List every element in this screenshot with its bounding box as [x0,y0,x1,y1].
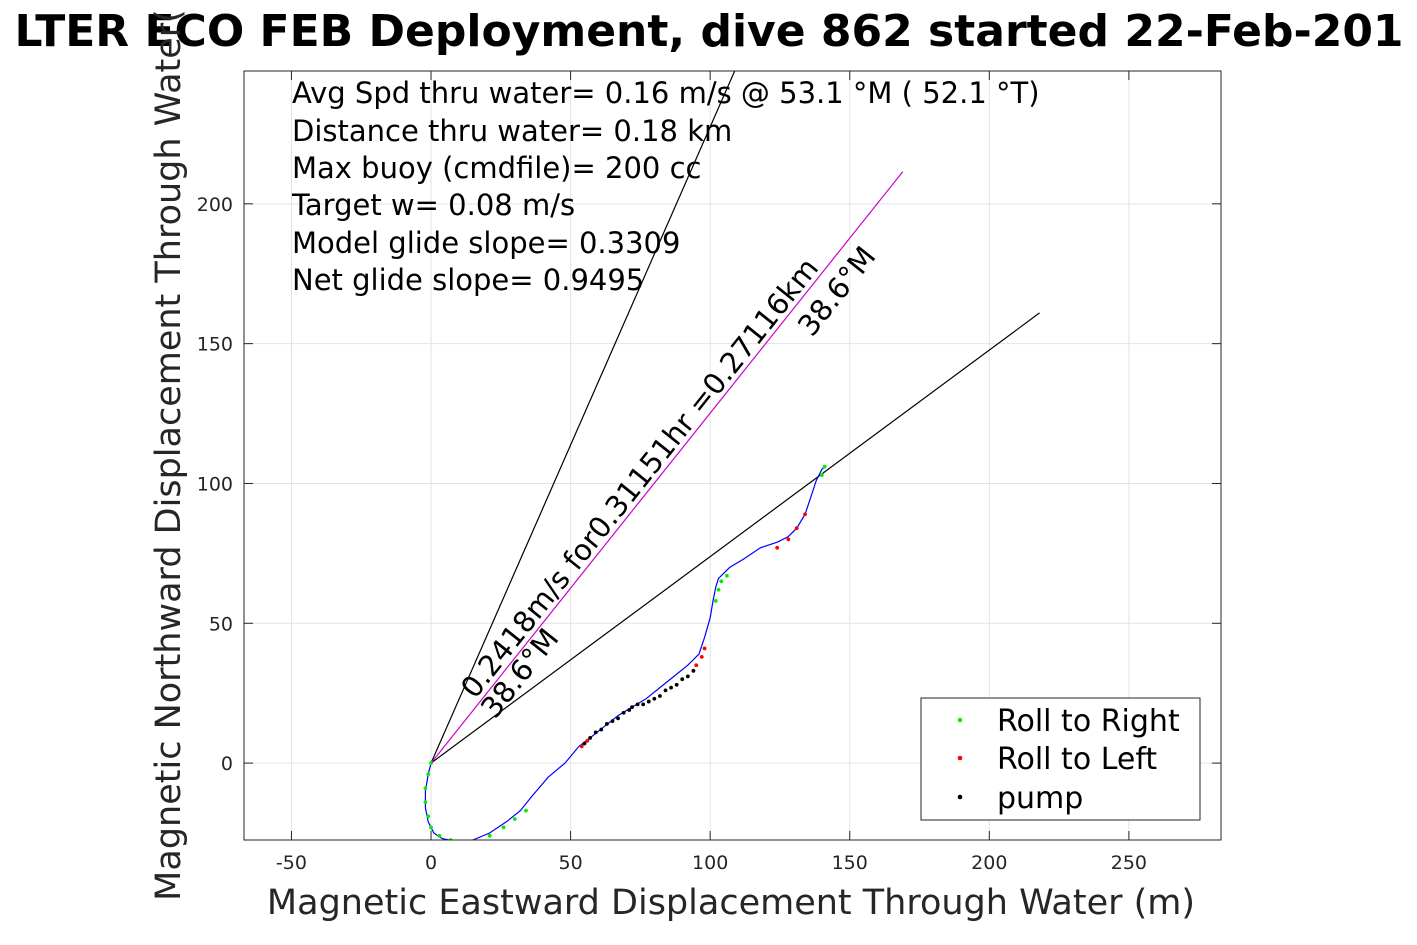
roll-right-marker [423,800,428,805]
x-tick-label: 50 [559,852,583,874]
roll-right-marker [819,473,824,477]
roll-right-marker [524,808,528,813]
roll-right-marker [487,833,492,838]
roll-right-marker [426,772,431,777]
pump-marker [646,699,651,704]
roll-right-marker [512,817,517,821]
pump-marker [674,682,679,687]
roll-right-marker [725,573,729,578]
roll-right-marker [429,825,433,830]
roll-right-marker [429,761,433,765]
roll-left-marker [786,537,791,542]
pump-marker [616,716,620,721]
y-axis-label: Magnetic Northward Displacement Through … [149,9,189,901]
x-tick-label: 200 [971,852,1007,874]
annotation-distance: Distance thru water= 0.18 km [292,114,732,148]
pump-marker [641,702,646,707]
reference-lines [430,71,1040,764]
x-tick-label: -50 [276,852,307,874]
current-vector-line [430,171,904,764]
legend-roll-left-marker [957,755,963,761]
roll-left-marker [579,744,584,749]
pump-marker [630,705,634,710]
x-tick-label: 150 [832,852,868,874]
legend: Roll to Right Roll to Left pump [920,697,1201,821]
x-axis-label: Magnetic Eastward Displacement Through W… [267,883,1195,923]
roll-left-marker [775,545,780,550]
glide-envelope-steep-line [430,71,736,764]
legend-box [920,697,1201,821]
roll-left-marker [585,738,590,743]
pump-marker [593,730,598,735]
pump-marker [663,688,668,693]
annotation-net-glide: Net glide slope= 0.9495 [292,263,644,297]
pump-marker [610,719,615,724]
legend-roll-right-marker [957,717,963,723]
roll-left-marker [699,654,704,659]
pump-marker [635,702,640,707]
roll-right-marker [426,814,431,819]
x-tick-label: 0 [425,852,437,874]
pump-marker [604,722,609,726]
pump-marker [669,685,673,690]
grid-lines [244,71,1221,840]
glide-envelope-shallow-line [430,312,1040,764]
track-markers [423,464,827,840]
pump-marker [652,696,657,701]
plot-frame [243,70,1222,841]
y-tick-label: 50 [209,613,233,635]
roll-left-marker [702,646,707,651]
pump-marker [627,708,632,712]
pump-marker [680,677,685,682]
legend-pump-marker [957,794,963,800]
pump-marker [691,668,696,673]
y-tick-label: 200 [197,194,233,216]
legend-pump-label: pump [997,781,1083,816]
pump-marker [588,736,593,740]
y-tick-label: 0 [221,753,233,775]
pump-marker [685,674,690,679]
legend-roll-right-label: Roll to Right [997,704,1180,739]
roll-right-marker [822,464,827,469]
y-tick-label: 150 [197,334,233,356]
roll-left-marker [803,512,807,517]
annotation-block: Avg Spd thru water= 0.16 m/s @ 53.1 °M (… [291,76,1040,297]
x-tick-label: 250 [1111,852,1147,874]
roll-right-marker [437,833,442,838]
roll-left-marker [694,663,699,668]
roll-right-marker [719,579,724,584]
roll-right-marker [423,786,428,791]
x-tick-label: 100 [692,852,728,874]
annotation-target-w: Target w= 0.08 m/s [291,188,575,222]
annotation-max-buoy: Max buoy (cmdfile)= 200 cc [292,151,701,185]
pump-marker [621,710,626,715]
pump-marker [599,727,604,732]
pump-marker [658,694,662,698]
track-line [424,466,826,840]
annotation-avg-speed: Avg Spd thru water= 0.16 m/s @ 53.1 °M (… [292,76,1040,110]
axis-ticks: -50 0 50 100 150 200 250 0 50 100 150 200 [197,71,1221,874]
roll-right-marker [716,587,721,592]
annotation-model-glide: Model glide slope= 0.3309 [292,226,680,260]
y-tick-label: 100 [197,473,233,495]
chart-title: LTER ECO FEB Deployment, dive 862 starte… [14,6,1403,57]
legend-roll-left-label: Roll to Left [997,742,1157,777]
roll-right-marker [713,599,718,603]
roll-right-marker [501,825,506,830]
roll-left-marker [794,526,799,531]
pump-marker [582,741,587,746]
